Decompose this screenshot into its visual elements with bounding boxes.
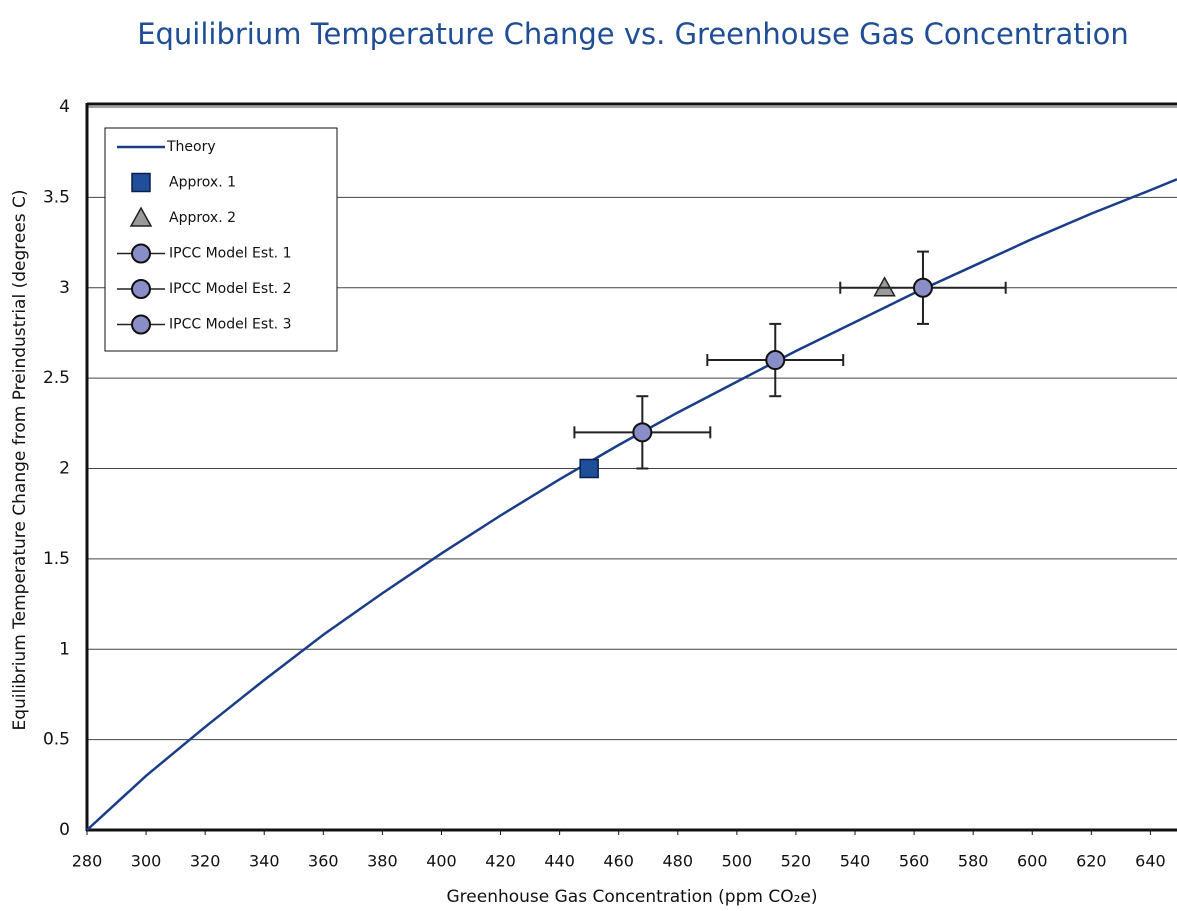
circle-marker — [912, 277, 933, 298]
legend-label: Theory — [166, 139, 216, 155]
x-tick-label: 560 — [899, 852, 930, 871]
x-tick-label: 300 — [131, 852, 162, 871]
y-tick-label: 2.5 — [43, 368, 70, 388]
y-axis-label: Equilibrium Temperature Change from Prei… — [10, 189, 30, 730]
y-tick-label: 0 — [59, 820, 70, 840]
x-tick-label: 460 — [603, 852, 634, 871]
x-tick-label: 520 — [781, 852, 812, 871]
legend-box — [104, 127, 338, 352]
legend-label: IPCC Model Est. 2 — [169, 281, 292, 297]
x-tick-label: 420 — [485, 852, 516, 871]
x-tick-label: 360 — [308, 852, 339, 871]
x-tick-label: 600 — [1017, 852, 1048, 871]
legend-label: Approx. 1 — [169, 175, 236, 191]
x-tick-label: 340 — [249, 852, 280, 871]
y-tick-label: 0.5 — [43, 730, 70, 750]
legend-label: IPCC Model Est. 3 — [169, 317, 292, 333]
x-tick-label: 540 — [840, 852, 871, 871]
y-tick-label: 4 — [59, 97, 70, 117]
x-tick-label: 640 — [1135, 852, 1166, 871]
x-tick-label: 620 — [1076, 852, 1107, 871]
circle-marker — [131, 314, 151, 335]
circle-marker — [765, 350, 786, 371]
square-marker — [579, 458, 599, 479]
x-tick-label: 280 — [72, 852, 103, 871]
circle-marker — [131, 279, 151, 299]
y-tick-label: 2 — [59, 459, 70, 479]
x-axis-label: Greenhouse Gas Concentration (ppm CO₂e) — [446, 887, 817, 907]
x-tick-label: 500 — [722, 852, 753, 871]
circle-marker — [632, 422, 653, 443]
circle-marker — [131, 243, 151, 264]
x-tick-label: 580 — [958, 852, 989, 871]
legend-label: Approx. 2 — [169, 210, 236, 226]
triangle-marker — [129, 206, 153, 227]
x-tick-label: 380 — [367, 852, 398, 871]
x-tick-label: 440 — [544, 852, 575, 871]
x-tick-label: 480 — [663, 852, 694, 871]
y-tick-label: 3.5 — [43, 187, 70, 207]
x-tick-label: 400 — [426, 852, 457, 871]
square-marker — [131, 172, 151, 193]
y-tick-label: 3 — [59, 278, 70, 298]
y-tick-label: 1 — [59, 639, 70, 659]
x-tick-label: 320 — [190, 852, 221, 871]
chart-title: Equilibrium Temperature Change vs. Green… — [137, 17, 1129, 51]
legend-label: IPCC Model Est. 1 — [169, 246, 292, 262]
y-tick-label: 1.5 — [43, 549, 70, 569]
